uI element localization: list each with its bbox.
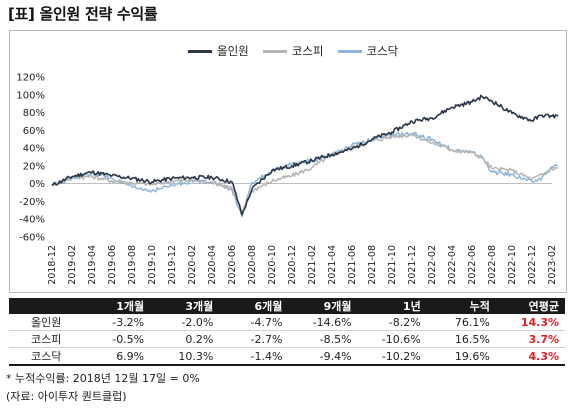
row-label: 코스닥 bbox=[9, 347, 81, 366]
table-header-row: 1개월 3개월 6개월 9개월 1년 누적 연평균 bbox=[9, 298, 565, 314]
x-tick-label: 2021-08 bbox=[367, 245, 378, 285]
table-cell: 19.6% bbox=[426, 347, 496, 366]
table-cell: -4.7% bbox=[219, 314, 289, 331]
table-cell: -9.4% bbox=[288, 347, 358, 366]
table-cell: -10.6% bbox=[357, 330, 427, 348]
x-tick-label: 2021-10 bbox=[387, 245, 398, 285]
table-header-cell bbox=[9, 298, 81, 314]
legend-swatch-kospi bbox=[262, 49, 287, 53]
table-header-cell: 연평균 bbox=[495, 298, 565, 314]
source-note: (자료: 아이투자 퀀트클럽) bbox=[6, 390, 127, 403]
x-tick-label: 2019-06 bbox=[107, 245, 118, 285]
table-cell: -8.2% bbox=[357, 314, 427, 331]
y-tick-label: -40% bbox=[19, 215, 45, 226]
x-tick-label: 2020-02 bbox=[187, 245, 198, 285]
table-row: 코스닥 6.9% 10.3% -1.4% -9.4% -10.2% 19.6% … bbox=[9, 347, 565, 366]
x-tick-label: 2021-06 bbox=[347, 245, 358, 285]
chart-frame: 120% 100% 80% 60% 40% 20% 0% -20% -40% -60% 2018-1… bbox=[9, 30, 567, 293]
y-tick-label: -20% bbox=[19, 197, 45, 208]
x-tick-label: 2019-08 bbox=[127, 245, 138, 285]
x-tick-label: 2020-12 bbox=[287, 245, 298, 285]
legend-label-allinone: 올인원 bbox=[217, 44, 249, 58]
page-title: [표] 올인원 전략 수익률 bbox=[8, 5, 158, 23]
row-label: 올인원 bbox=[9, 314, 81, 331]
table-cell: -10.2% bbox=[357, 347, 427, 366]
y-tick-label: 60% bbox=[23, 126, 45, 137]
x-tick-label: 2023-02 bbox=[547, 245, 558, 285]
table-cell: -8.5% bbox=[288, 330, 358, 348]
legend-label-kosdaq: 코스닥 bbox=[366, 44, 399, 58]
legend-swatch-allinone bbox=[188, 49, 212, 53]
y-tick-label: 100% bbox=[16, 90, 45, 101]
table-header-cell: 3개월 bbox=[150, 298, 220, 314]
x-tick-label: 2022-10 bbox=[507, 245, 518, 285]
table-header-cell: 6개월 bbox=[219, 298, 289, 314]
table-header-cell: 누적 bbox=[426, 298, 496, 314]
x-tick-label: 2020-04 bbox=[207, 245, 218, 285]
x-tick-label: 2020-10 bbox=[267, 245, 278, 285]
y-tick-label: 120% bbox=[16, 73, 45, 84]
x-tick-label: 2021-04 bbox=[327, 245, 338, 285]
chart-legend: 올인원 코스피 코스닥 bbox=[188, 43, 398, 59]
series-line-kosdaq bbox=[51, 131, 559, 218]
table-cell-highlight: 14.3% bbox=[495, 314, 565, 331]
y-tick-label: 20% bbox=[23, 161, 45, 172]
table-row: 코스피 -0.5% 0.2% -2.7% -8.5% -10.6% 16.5% … bbox=[9, 330, 565, 348]
x-tick-label: 2022-12 bbox=[527, 245, 538, 285]
returns-table: 1개월 3개월 6개월 9개월 1년 누적 연평균 올인원 -3.2% -2.0… bbox=[9, 298, 565, 366]
table-cell: 6.9% bbox=[81, 347, 151, 366]
x-tick-label: 2018-12 bbox=[47, 245, 58, 285]
table-cell: -14.6% bbox=[288, 314, 358, 331]
x-tick-label: 2020-08 bbox=[247, 245, 258, 285]
table-cell: -1.4% bbox=[219, 347, 289, 366]
y-tick-label: -60% bbox=[19, 233, 45, 244]
x-tick-label: 2021-12 bbox=[407, 245, 418, 285]
legend-item-kosdaq: 코스닥 bbox=[337, 43, 399, 59]
x-tick-label: 2019-10 bbox=[147, 245, 158, 285]
x-tick-label: 2021-02 bbox=[307, 245, 318, 285]
x-tick-label: 2022-04 bbox=[447, 245, 458, 285]
table-cell: -0.5% bbox=[81, 330, 151, 348]
legend-item-kospi: 코스피 bbox=[262, 43, 324, 59]
table-header-cell: 1년 bbox=[357, 298, 427, 314]
x-tick-label: 2019-12 bbox=[167, 245, 178, 285]
table-header-cell: 9개월 bbox=[288, 298, 358, 314]
x-tick-label: 2022-06 bbox=[467, 245, 478, 285]
table-row: 올인원 -3.2% -2.0% -4.7% -14.6% -8.2% 76.1%… bbox=[9, 314, 565, 331]
y-tick-label: 0% bbox=[29, 179, 45, 190]
table-cell: 16.5% bbox=[426, 330, 496, 348]
x-tick-label: 2019-02 bbox=[67, 245, 78, 285]
table-cell: 0.2% bbox=[150, 330, 220, 348]
table-cell: 76.1% bbox=[426, 314, 496, 331]
legend-item-allinone: 올인원 bbox=[188, 43, 249, 59]
table-cell-highlight: 3.7% bbox=[495, 330, 565, 348]
x-tick-label: 2022-08 bbox=[487, 245, 498, 285]
table-header-cell: 1개월 bbox=[81, 298, 151, 314]
x-tick-label: 2022-02 bbox=[427, 245, 438, 285]
series-line-kospi bbox=[51, 133, 559, 213]
table-cell: -2.7% bbox=[219, 330, 289, 348]
table-cell: -2.0% bbox=[150, 314, 220, 331]
series-line-allinone bbox=[51, 94, 559, 216]
legend-swatch-kosdaq bbox=[337, 49, 362, 53]
legend-label-kospi: 코스피 bbox=[291, 44, 324, 58]
footnote: * 누적수익률: 2018년 12월 17일 = 0% bbox=[6, 372, 200, 385]
y-tick-label: 80% bbox=[23, 108, 45, 119]
x-tick-label: 2019-04 bbox=[87, 245, 98, 285]
y-tick-label: 40% bbox=[23, 144, 45, 155]
table-cell: 10.3% bbox=[150, 347, 220, 366]
line-chart: 120% 100% 80% 60% 40% 20% 0% -20% -40% -60%2018-1… bbox=[16, 73, 559, 285]
x-tick-label: 2020-06 bbox=[227, 245, 238, 285]
table-cell-highlight: 4.3% bbox=[495, 347, 565, 366]
row-label: 코스피 bbox=[9, 330, 81, 348]
table-cell: -3.2% bbox=[81, 314, 151, 331]
